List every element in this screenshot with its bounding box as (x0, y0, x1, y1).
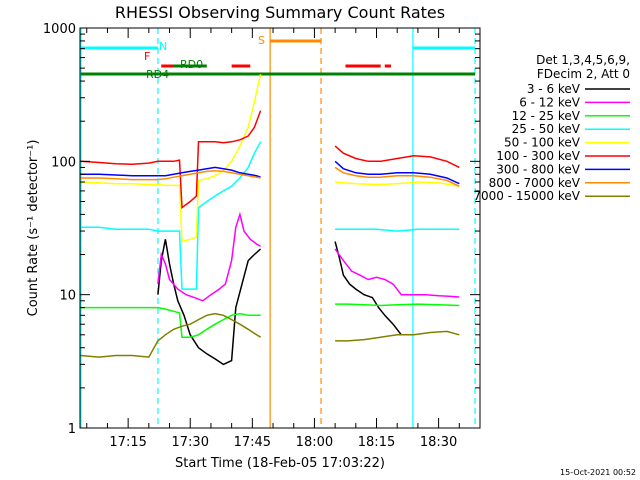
legend-label-1: 6 - 12 keV (519, 95, 581, 109)
series-line-0-0 (157, 239, 262, 366)
series-line-1-1 (334, 248, 460, 298)
flag-label-rd4: RD4 (146, 68, 169, 81)
legend-label-4: 50 - 100 keV (504, 136, 581, 150)
series-line-4-1 (335, 181, 460, 188)
series-line-5-1 (334, 145, 460, 169)
flag-label-s: S (258, 34, 265, 47)
footer-timestamp: 15-Oct-2021 00:52 (560, 468, 636, 477)
flag-label-n: N (159, 40, 167, 53)
x-tick-label: 18:15 (358, 435, 395, 450)
x-tick-label: 17:15 (109, 435, 146, 450)
legend-label-8: 7000 - 15000 keV (473, 189, 580, 203)
legend-header-line2: FDecim 2, Att 0 (537, 67, 630, 81)
x-tick-label: 17:30 (172, 435, 209, 450)
series-line-8-1 (335, 330, 460, 342)
legend-label-6: 300 - 800 keV (496, 162, 580, 176)
x-tick-label: 18:00 (296, 435, 333, 450)
y-tick-label: 100 (51, 155, 76, 170)
legend-label-0: 3 - 6 keV (527, 82, 581, 96)
series-line-4-0 (80, 74, 262, 243)
legend-label-7: 800 - 7000 keV (489, 176, 581, 190)
series-line-3-1 (335, 228, 460, 232)
series-line-2-1 (335, 303, 460, 307)
y-tick-label: 10 (59, 289, 76, 304)
y-tick-label: 1000 (43, 22, 76, 37)
flag-label-f: F (144, 50, 150, 63)
series-line-7-0 (80, 169, 261, 181)
legend-header-line1: Det 1,3,4,5,6,9, (536, 53, 630, 67)
plot-frame (79, 27, 481, 429)
series-line-6-0 (80, 166, 261, 178)
x-tick-label: 17:45 (234, 435, 271, 450)
legend-label-5: 100 - 300 keV (496, 149, 580, 163)
series-line-0-1 (334, 241, 402, 336)
x-tick-label: 18:30 (420, 435, 457, 450)
series-line-5-0 (80, 110, 262, 210)
series-line-3-0 (80, 141, 262, 290)
x-axis-label: Start Time (18-Feb-05 17:03:22) (175, 456, 385, 471)
series-line-1-0 (157, 211, 261, 302)
series-line-2-0 (80, 306, 261, 338)
legend-label-3: 25 - 50 keV (512, 122, 581, 136)
plot-area: NF RD0 RD4 S 1 10 100 1000 17:15 17:30 17:45 18:00 1… (43, 22, 481, 450)
legend-label-2: 12 - 25 keV (512, 109, 581, 123)
legend: Det 1,3,4,5,6,9, FDecim 2, Att 0 3 - 6 k… (473, 53, 630, 203)
series-line-6-1 (334, 160, 460, 185)
series-line-8-0 (80, 312, 261, 358)
y-tick-label: 1 (68, 422, 76, 437)
flag-label-rd0: RD0 (180, 58, 203, 71)
series-line-7-1 (334, 166, 460, 187)
y-axis-label: Count Rate (s⁻¹ detector⁻¹) (26, 140, 41, 317)
chart-title: RHESSI Observing Summary Count Rates (115, 3, 445, 22)
